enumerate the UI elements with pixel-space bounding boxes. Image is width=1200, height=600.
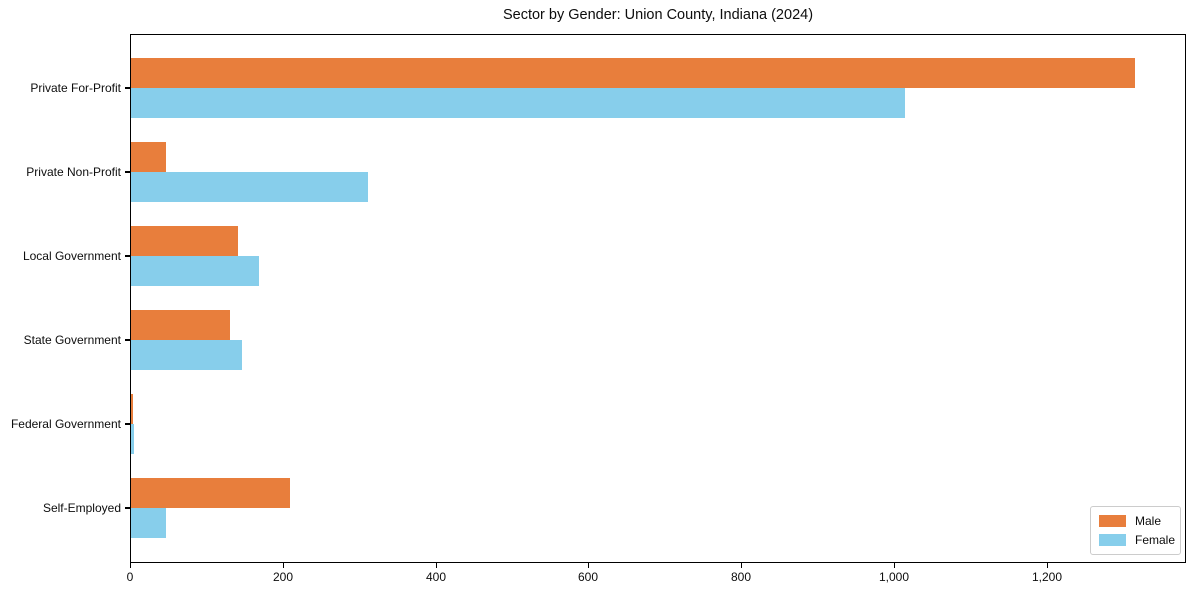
y-tick-label-private-for-profit: Private For-Profit xyxy=(30,81,121,95)
plot-area xyxy=(130,34,1186,563)
x-tick-mark xyxy=(283,563,285,568)
bar-female-private-for-profit xyxy=(131,88,905,118)
legend-label-female: Female xyxy=(1135,533,1176,548)
x-tick-mark xyxy=(741,563,743,568)
x-tick-label-1-200: 1,200 xyxy=(1031,570,1063,584)
bar-male-private-non-profit xyxy=(131,142,166,172)
bar-female-local-government xyxy=(131,256,259,286)
x-tick-label-1-000: 1,000 xyxy=(878,570,910,584)
x-tick-mark xyxy=(436,563,438,568)
y-tick-mark xyxy=(125,339,130,341)
legend: Male Female xyxy=(1090,506,1181,555)
legend-entry-female: Female xyxy=(1099,533,1176,548)
x-tick-label-0: 0 xyxy=(126,570,134,584)
chart-title: Sector by Gender: Union County, Indiana … xyxy=(502,7,814,23)
y-tick-mark xyxy=(125,87,130,89)
x-tick-mark xyxy=(1047,563,1049,568)
x-tick-label-200: 200 xyxy=(272,570,294,584)
bar-male-local-government xyxy=(131,226,238,256)
y-tick-mark xyxy=(125,507,130,509)
y-tick-mark xyxy=(125,255,130,257)
legend-label-male: Male xyxy=(1135,513,1162,528)
legend-entry-male: Male xyxy=(1099,514,1172,528)
y-tick-label-self-employed: Self-Employed xyxy=(42,501,121,515)
legend-swatch-male xyxy=(1099,514,1126,527)
bar-female-self-employed xyxy=(131,508,166,538)
bar-male-self-employed xyxy=(131,478,290,508)
x-tick-mark xyxy=(894,563,896,568)
y-tick-label-local-government: Local Government xyxy=(22,249,121,263)
x-tick-mark xyxy=(588,563,590,568)
y-tick-mark xyxy=(125,423,130,425)
x-tick-mark xyxy=(130,563,132,568)
bar-male-private-for-profit xyxy=(131,58,1135,88)
bar-male-state-government xyxy=(131,310,230,340)
legend-swatch-female xyxy=(1099,534,1126,547)
y-tick-mark xyxy=(125,171,130,173)
x-tick-label-600: 600 xyxy=(577,570,599,584)
y-tick-label-federal-government: Federal Government xyxy=(10,417,121,431)
x-tick-label-400: 400 xyxy=(425,570,447,584)
bar-male-federal-government xyxy=(131,394,133,424)
bar-female-state-government xyxy=(131,340,242,370)
bar-female-private-non-profit xyxy=(131,172,368,202)
y-tick-label-private-non-profit: Private Non-Profit xyxy=(26,165,121,179)
y-tick-label-state-government: State Government xyxy=(23,333,121,347)
bar-female-federal-government xyxy=(131,424,134,454)
x-tick-label-800: 800 xyxy=(730,570,752,584)
